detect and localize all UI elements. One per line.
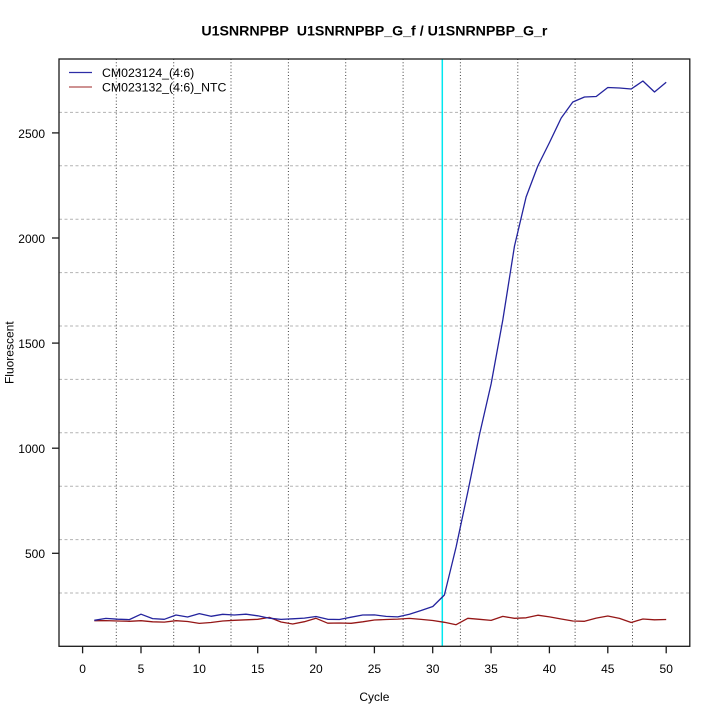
svg-text:35: 35 <box>484 662 498 676</box>
svg-text:10: 10 <box>193 662 207 676</box>
svg-text:2500: 2500 <box>18 127 45 141</box>
svg-text:45: 45 <box>601 662 615 676</box>
svg-text:15: 15 <box>251 662 265 676</box>
svg-text:2000: 2000 <box>18 232 45 246</box>
svg-text:30: 30 <box>426 662 440 676</box>
svg-text:CM023132_(4:6)_NTC: CM023132_(4:6)_NTC <box>102 81 227 95</box>
svg-text:U1SNRNPBP U1SNRNPBP_G_f / U1S: U1SNRNPBP U1SNRNPBP_G_f / U1SNRNPBP_G_r <box>201 23 548 39</box>
svg-text:25: 25 <box>368 662 382 676</box>
svg-text:20: 20 <box>309 662 323 676</box>
svg-text:5: 5 <box>138 662 145 676</box>
svg-text:1500: 1500 <box>18 337 45 351</box>
svg-text:Fluorescent: Fluorescent <box>3 321 17 384</box>
svg-text:0: 0 <box>79 662 86 676</box>
svg-text:50: 50 <box>660 662 674 676</box>
svg-text:Cycle: Cycle <box>359 690 389 704</box>
svg-text:500: 500 <box>25 547 45 561</box>
svg-text:CM023124_(4:6): CM023124_(4:6) <box>102 66 194 80</box>
svg-text:40: 40 <box>543 662 557 676</box>
svg-text:1000: 1000 <box>18 442 45 456</box>
